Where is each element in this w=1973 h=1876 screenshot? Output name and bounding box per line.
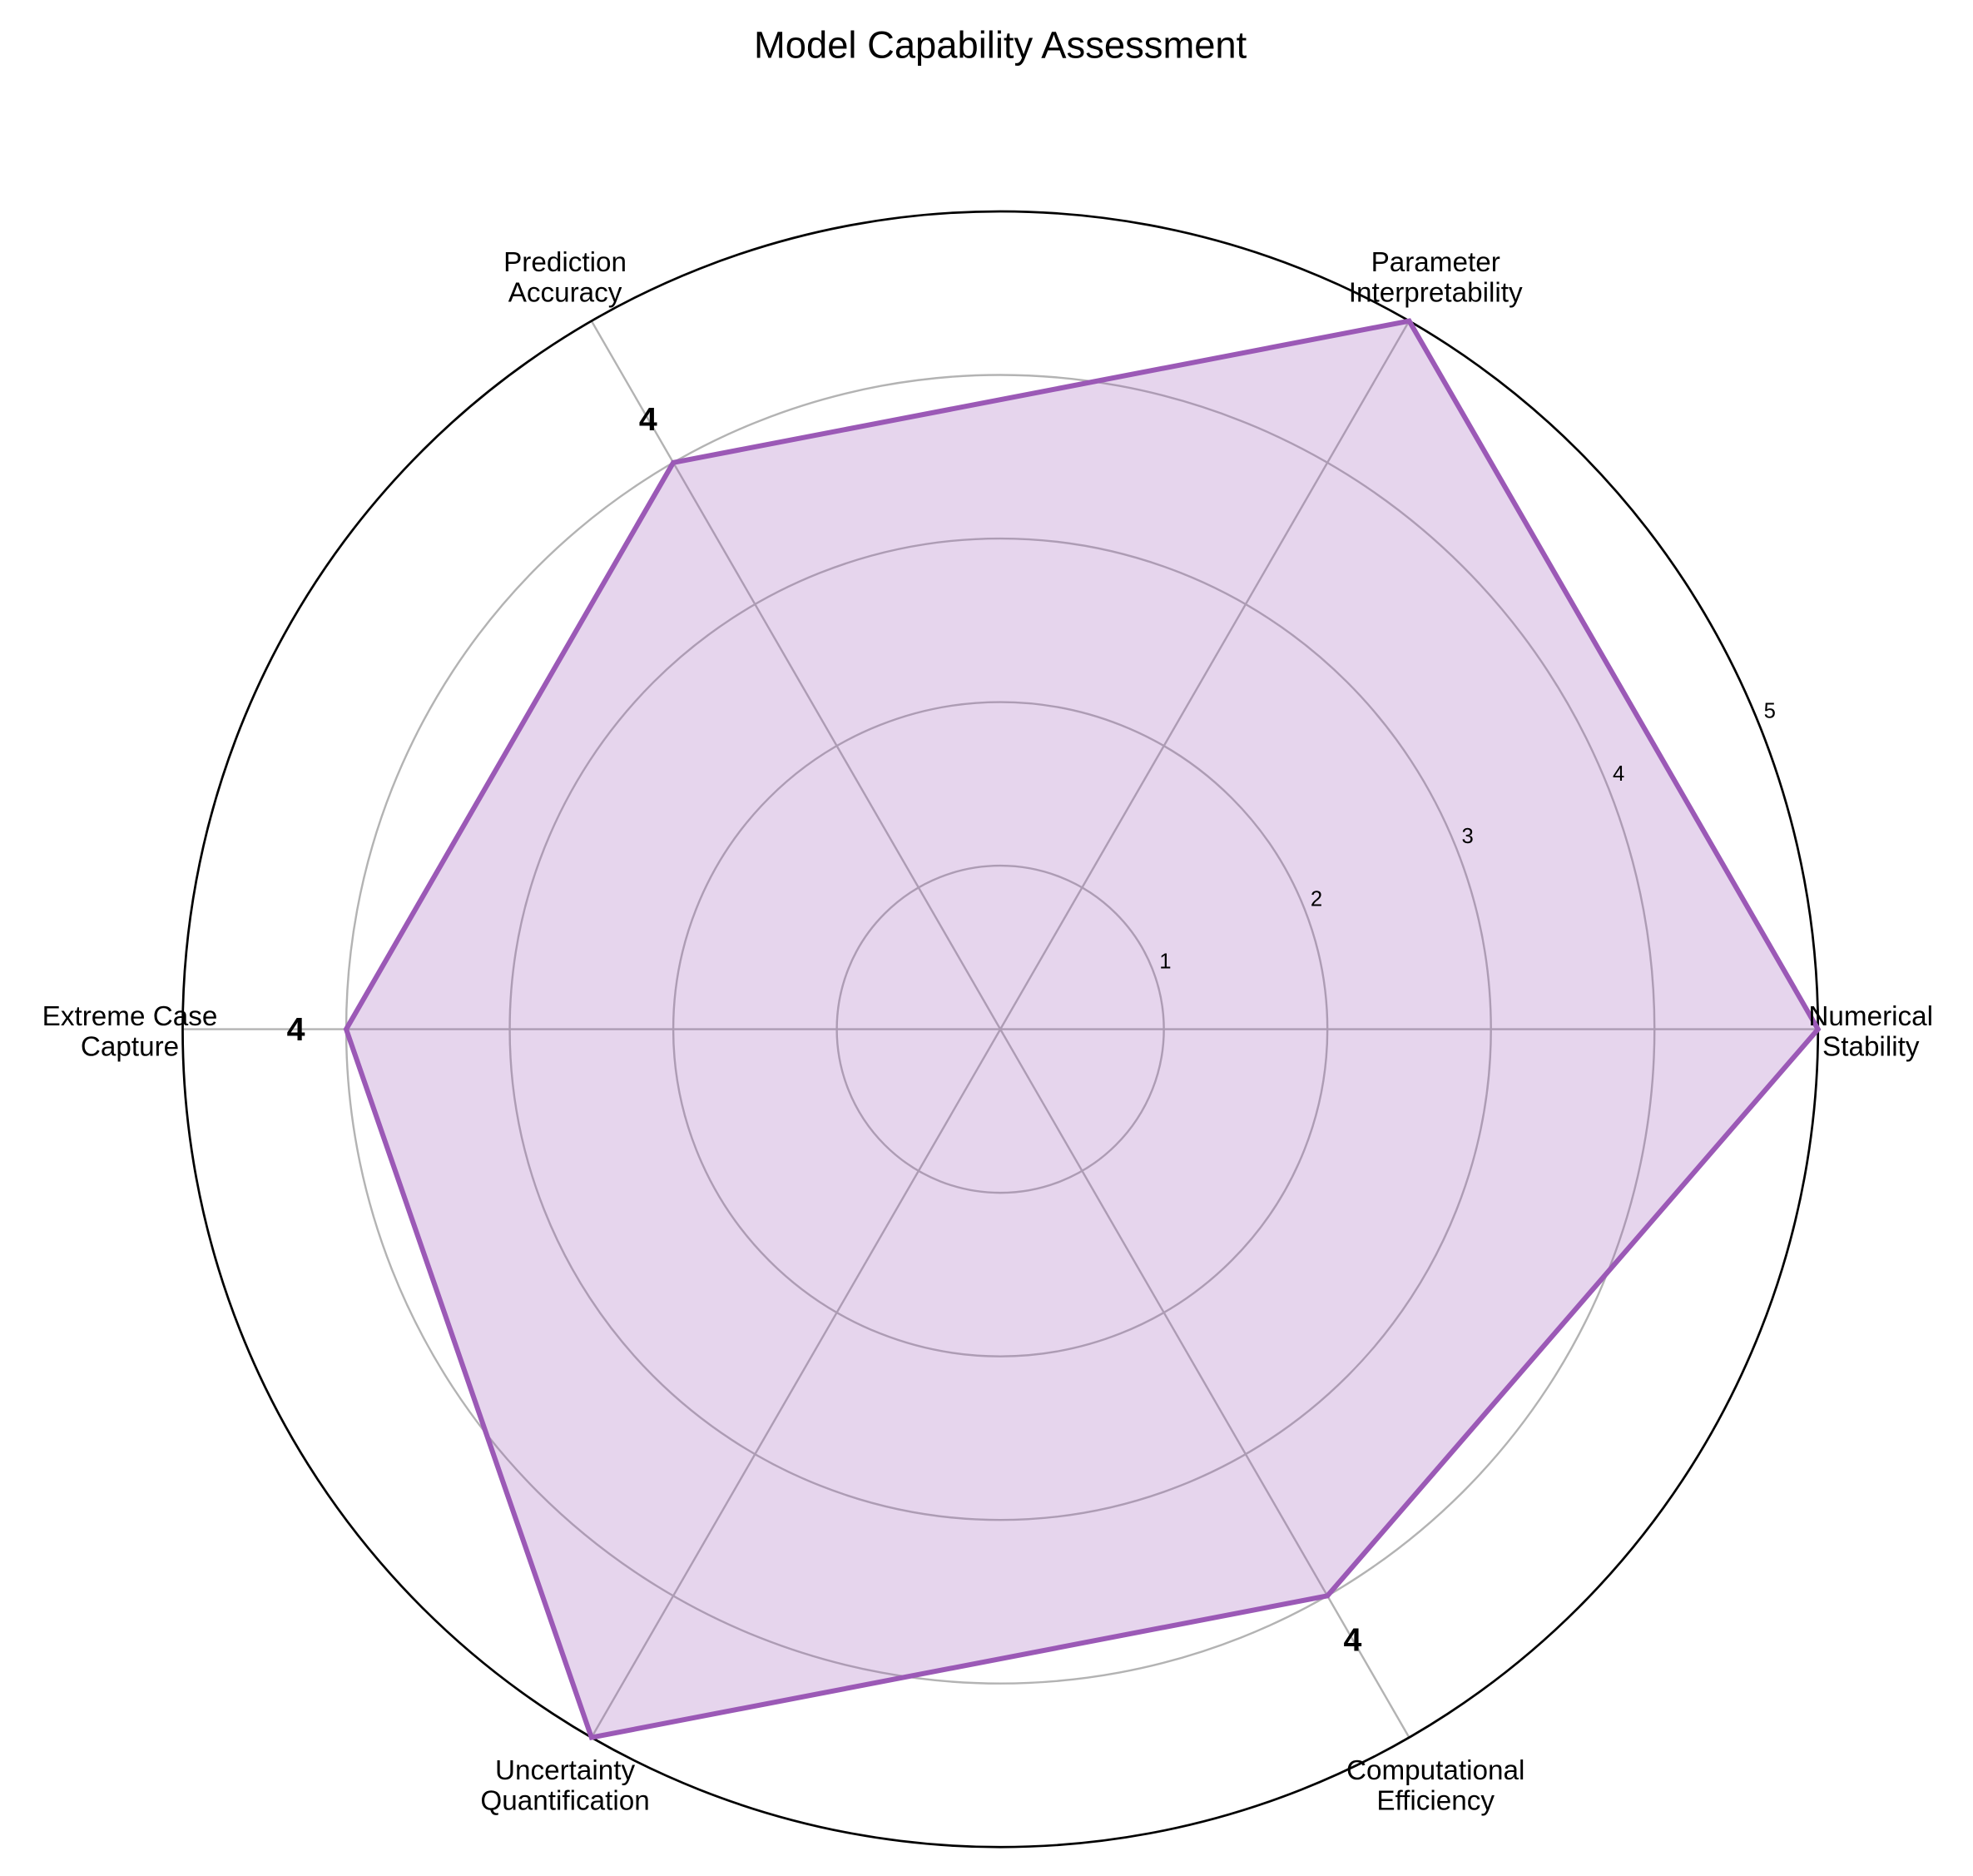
series xyxy=(343,318,1822,1741)
category-label: Uncertainty Quantification xyxy=(480,1755,649,1817)
category-label-line: Extreme Case xyxy=(42,1001,218,1032)
value-annotation: 4 xyxy=(287,1011,305,1048)
category-label-line: Capture xyxy=(81,1032,179,1063)
category-label-line: Uncertainty xyxy=(495,1755,636,1786)
value-annotation: 4 xyxy=(639,401,657,438)
category-label: Prediction Accuracy xyxy=(503,247,627,309)
chart-title: Model Capability Assessment xyxy=(754,24,1247,67)
series-fill xyxy=(346,320,1818,1738)
category-label: Numerical Stability xyxy=(1808,1001,1933,1063)
radial-tick-label: 1 xyxy=(1159,950,1171,974)
category-label-line: Prediction xyxy=(503,247,627,278)
series-line xyxy=(343,318,1822,1741)
category-label: Computational Efficiency xyxy=(1346,1755,1524,1817)
category-label-line: Accuracy xyxy=(508,278,622,309)
category-label-line: Stability xyxy=(1822,1032,1920,1063)
category-label-line: Parameter xyxy=(1371,247,1500,278)
radial-tick-label: 3 xyxy=(1461,825,1473,848)
radial-tick-label: 4 xyxy=(1613,762,1624,786)
grid-spoke xyxy=(999,320,1410,1030)
category-label: Parameter Interpretability xyxy=(1349,247,1523,309)
category-label-line: Quantification xyxy=(480,1786,649,1817)
labels: 1 2 3 4 5 Numerical Stability Parameter Interpre… xyxy=(42,247,1933,1817)
grid-spoke xyxy=(590,1028,1002,1739)
category-label-line: Interpretability xyxy=(1349,278,1523,309)
value-annotation: 4 xyxy=(1343,1621,1361,1658)
grid-spoke xyxy=(590,320,1002,1030)
category-label: Extreme Case Capture xyxy=(42,1001,218,1063)
category-label-line: Numerical xyxy=(1808,1001,1933,1032)
radial-tick-label: 2 xyxy=(1311,887,1322,911)
grid-spoke xyxy=(999,1028,1410,1739)
category-label-line: Computational xyxy=(1346,1755,1524,1786)
radial-tick-label: 5 xyxy=(1764,700,1776,723)
category-label-line: Efficiency xyxy=(1376,1786,1495,1817)
